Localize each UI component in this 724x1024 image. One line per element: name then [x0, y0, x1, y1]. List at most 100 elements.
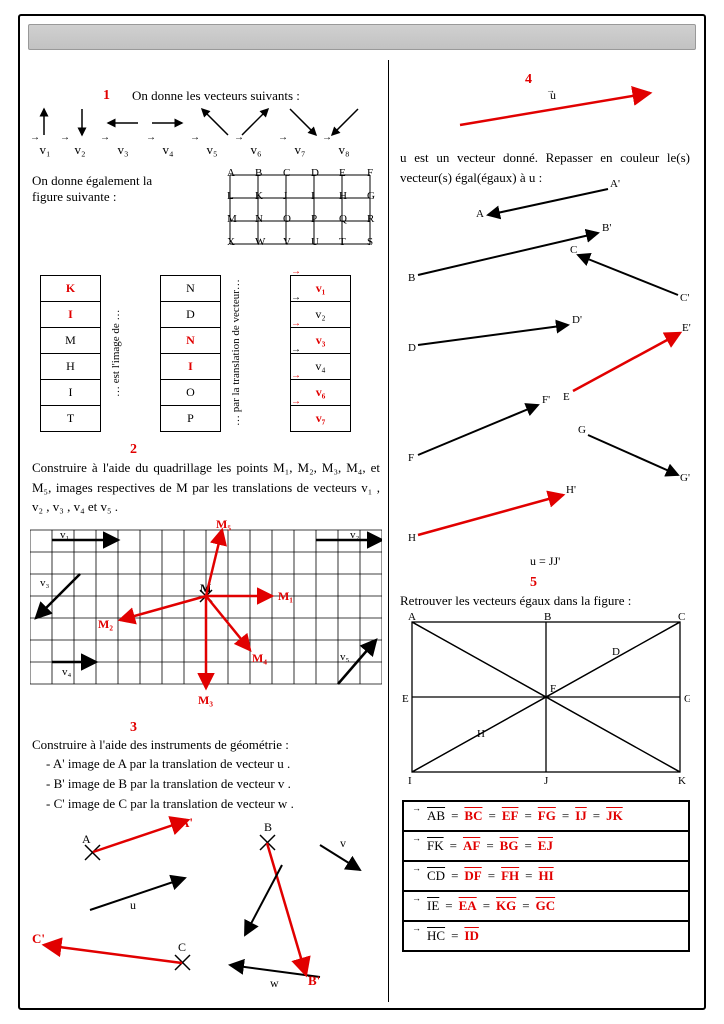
ex1-number: 1 [103, 88, 110, 104]
ans-lhs: FK [427, 838, 444, 854]
vec-label: v₂ [60, 142, 100, 158]
table-cell: K [41, 276, 101, 302]
svg-text:C': C' [32, 931, 45, 946]
svg-text:→: → [546, 85, 555, 95]
grid-letter: B [255, 167, 262, 179]
ex1-table2: N D N I O P [160, 275, 221, 432]
ans-rhs: DF [464, 868, 481, 884]
svg-text:M₁: M₁ [278, 589, 293, 603]
grid-letter: C [283, 167, 290, 179]
grid-letter: J [283, 190, 287, 202]
svg-text:v₁: v₁ [60, 529, 70, 541]
svg-text:A: A [476, 208, 484, 220]
svg-text:H': H' [566, 484, 576, 496]
content: 1 On donne les vecteurs suivants : v₁ v₂… [0, 0, 724, 1024]
ans-rhs: HI [539, 868, 554, 884]
grid-letter: M [227, 213, 237, 225]
grid-letter: X [227, 236, 235, 248]
grid-letter: S [367, 236, 373, 248]
grid-letter: T [339, 236, 346, 248]
table-cell: I [41, 302, 101, 328]
svg-text:G': G' [680, 472, 690, 484]
ans-lhs: HC [427, 928, 445, 944]
ans-row: → FK =AF =BG =EJ [404, 832, 688, 862]
ans-rhs: AF [463, 838, 480, 854]
svg-text:D: D [612, 646, 620, 658]
ans-rhs: JK [606, 808, 623, 824]
grid-letter: I [311, 190, 315, 202]
ex4-vectors-svg: AA' BB' CC' DD' EE' FF' GG' HH' [398, 175, 698, 565]
table-cell: v₇ [291, 406, 351, 432]
ex3-item-0: - A' image de A par la translation de ve… [46, 756, 381, 772]
table-cell: I [41, 380, 101, 406]
svg-text:G: G [684, 693, 690, 705]
vec-label: v₅ [190, 142, 234, 158]
ex1-text2: On donne également la figure suivante : [32, 173, 182, 205]
grid-letter: N [255, 213, 263, 225]
ans-rhs: KG [496, 898, 516, 914]
table-cell: I [161, 354, 221, 380]
svg-text:E: E [563, 391, 570, 403]
svg-text:D: D [408, 342, 416, 354]
ans-rhs: GC [536, 898, 556, 914]
ans-rhs: EF [502, 808, 519, 824]
ans-rhs: EJ [538, 838, 553, 854]
ans-lhs: CD [427, 868, 445, 884]
ex4-u-vector: u → [420, 85, 680, 135]
ex3-number: 3 [130, 720, 137, 736]
grid-letter: Q [339, 213, 347, 225]
ex1-text: On donne les vecteurs suivants : [132, 88, 300, 104]
svg-text:M₃: M₃ [198, 693, 213, 707]
vec-label: v₄ [146, 142, 190, 158]
svg-text:M₂: M₂ [98, 617, 113, 631]
vec-label: v₁ [30, 142, 60, 158]
ex3-text: Construire à l'aide des instruments de g… [32, 737, 380, 753]
grid-letter: L [227, 190, 234, 202]
ex2-text: Construire à l'aide du quadrillage les p… [32, 458, 380, 517]
vec-label: v₇ [278, 142, 322, 158]
svg-text:G: G [578, 424, 586, 436]
grid-letter: R [367, 213, 374, 225]
ex1-label1: … est l'image de … [110, 275, 122, 431]
ex5-text: Retrouver les vecteurs égaux dans la fig… [400, 593, 631, 609]
svg-text:B: B [408, 272, 415, 284]
svg-text:C: C [570, 244, 577, 256]
grid-letter: G [367, 190, 375, 202]
svg-text:H: H [408, 532, 416, 544]
svg-text:B: B [264, 820, 272, 834]
grid-letter: V [283, 236, 291, 248]
svg-text:B': B' [602, 222, 611, 234]
ex3-item-1: - B' image de B par la translation de ve… [46, 776, 381, 792]
ans-rhs: ID [464, 928, 478, 944]
ex5-figure-svg: ABC D EFG H IJK [402, 612, 690, 787]
svg-text:M₄: M₄ [252, 651, 267, 665]
svg-text:F': F' [542, 394, 550, 406]
svg-text:H: H [477, 728, 485, 740]
table-cell: M [41, 328, 101, 354]
svg-text:A: A [408, 612, 416, 623]
grid-letter: W [255, 236, 265, 248]
ex4-eq: u = JJ' [530, 554, 560, 569]
svg-text:C: C [678, 612, 685, 623]
vec-label: v₈ [322, 142, 366, 158]
ex3-svg: A A' u C C' w B v B' [30, 815, 382, 995]
svg-text:B: B [544, 612, 551, 623]
ex3-item-2: - C' image de C par la translation de ve… [46, 796, 381, 812]
grid-letter: D [311, 167, 319, 179]
table-cell: N [161, 276, 221, 302]
ex1-table3: v₁ v₂ v₃ v₄ v₆ v₇ [290, 275, 351, 432]
grid-letter: O [283, 213, 291, 225]
svg-text:A': A' [610, 178, 620, 190]
ex1-vec-labels: v₁ v₂ v₃ v₄ v₅ v₆ v₇ v₈ [30, 142, 380, 158]
grid-letter: K [255, 190, 263, 202]
svg-text:A: A [82, 832, 91, 846]
svg-text:v₅: v₅ [340, 651, 350, 663]
ex1-table1: K I M H I T [40, 275, 101, 432]
table-cell: P [161, 406, 221, 432]
ans-row: → HC =ID [404, 922, 688, 950]
ans-rhs: BC [464, 808, 482, 824]
svg-text:w: w [270, 976, 279, 990]
table-cell: D [161, 302, 221, 328]
grid-letter: E [339, 167, 346, 179]
ex5-number: 5 [530, 575, 537, 591]
